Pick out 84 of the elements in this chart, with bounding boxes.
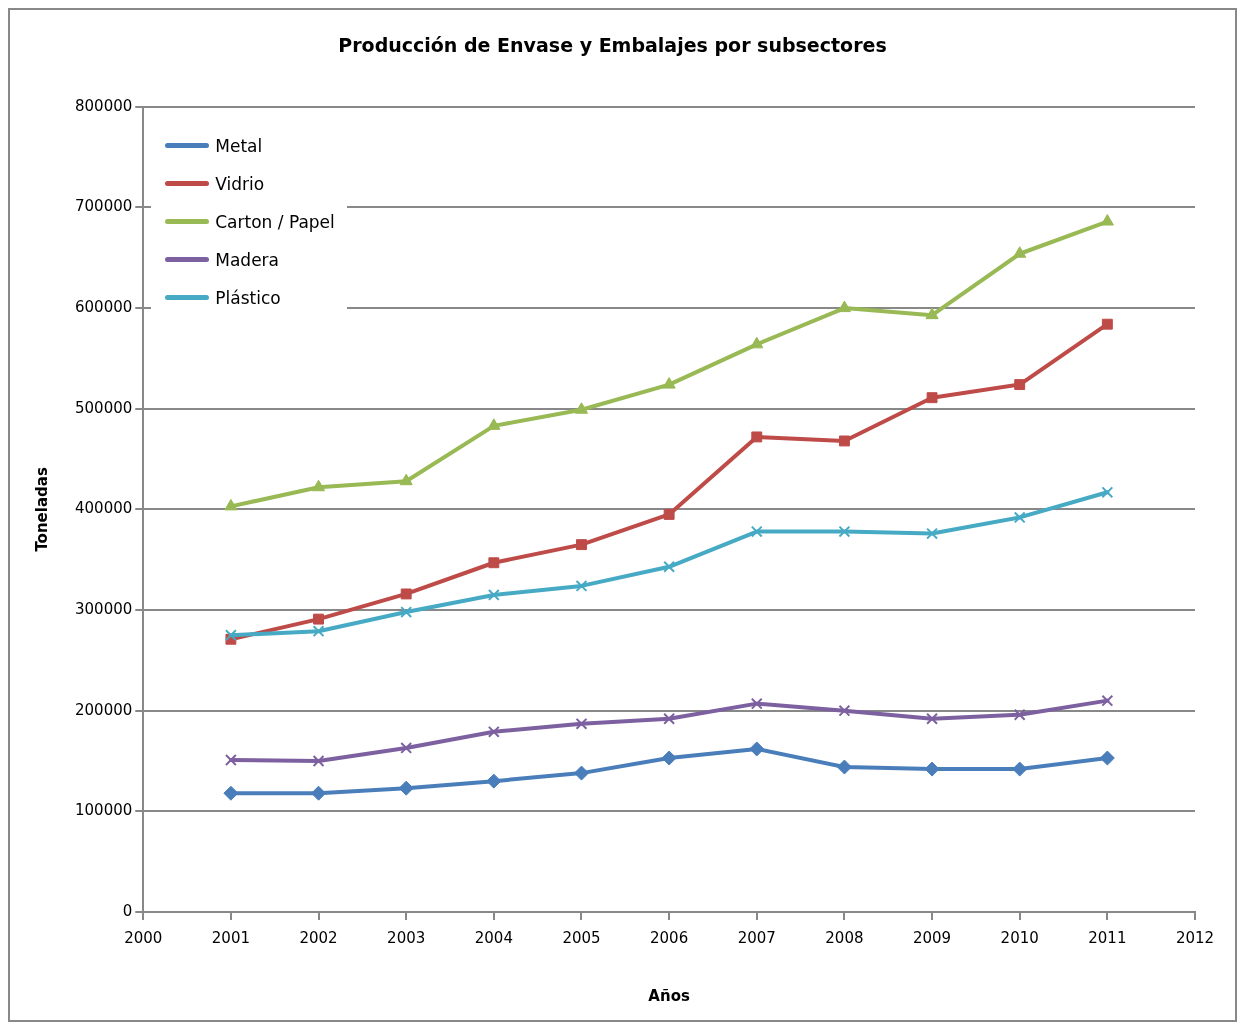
point: [663, 508, 675, 520]
point: [312, 755, 325, 767]
point: [576, 539, 587, 551]
y-axis-title: Toneladas: [32, 467, 51, 552]
point: [311, 785, 327, 801]
point: [1101, 694, 1114, 707]
point: [750, 336, 764, 349]
y-tick-label: 400000: [75, 499, 133, 518]
point: [926, 527, 939, 540]
point: [1100, 214, 1114, 226]
x-tick-label: 2005: [562, 928, 601, 947]
point: [751, 431, 763, 443]
point: [924, 761, 940, 777]
x-tick-label: 2002: [299, 928, 338, 947]
point: [399, 473, 413, 486]
point: [926, 712, 939, 725]
point: [836, 759, 852, 775]
point: [926, 392, 938, 404]
point: [223, 785, 239, 801]
point: [1101, 318, 1113, 330]
point: [311, 479, 326, 492]
point: [224, 498, 238, 511]
point: [573, 765, 589, 781]
point: [574, 402, 589, 414]
legend-label: Vidrio: [215, 173, 265, 194]
y-tick-label: 600000: [75, 297, 133, 316]
chart-title: Producción de Envase y Embalajes por subsectores: [338, 34, 887, 57]
y-tick-label: 100000: [75, 801, 133, 820]
legend-label: Carton / Papel: [215, 211, 335, 232]
x-tick-label: 2009: [912, 928, 952, 947]
point: [224, 629, 237, 642]
y-tick-label: 500000: [75, 398, 133, 417]
point: [1013, 246, 1027, 258]
x-tick-label: 2008: [825, 928, 864, 947]
x-tick-label: 2001: [211, 928, 250, 947]
point: [400, 588, 412, 600]
point: [312, 625, 325, 638]
point: [488, 557, 500, 569]
point: [575, 579, 588, 592]
point: [1013, 708, 1026, 721]
point: [663, 712, 676, 725]
point: [750, 697, 763, 710]
point: [487, 418, 501, 430]
x-tick-label: 2006: [650, 928, 689, 947]
x-tick-label: 2007: [737, 928, 776, 947]
point: [1014, 379, 1026, 391]
point: [224, 754, 237, 766]
x-tick-label: 2003: [387, 928, 426, 947]
legend-label: Metal: [215, 135, 263, 156]
point: [1099, 750, 1115, 766]
y-tick-label: 200000: [75, 700, 133, 719]
point: [1101, 486, 1114, 499]
point: [663, 560, 676, 573]
x-tick-label: 2000: [124, 928, 163, 947]
point: [925, 307, 939, 320]
y-tick-label: 0: [122, 901, 133, 920]
point: [313, 613, 324, 625]
x-tick-label: 2011: [1088, 928, 1127, 947]
y-tick-label: 700000: [75, 197, 133, 216]
point: [487, 589, 500, 601]
x-tick-label: 2012: [1175, 928, 1215, 947]
point: [837, 300, 851, 313]
point: [750, 525, 763, 538]
point: [661, 750, 677, 766]
point: [1013, 511, 1026, 524]
point: [838, 435, 850, 447]
point: [487, 725, 500, 738]
y-tick-label: 300000: [75, 599, 133, 618]
x-axis-title: Años: [648, 986, 690, 1005]
point: [662, 377, 676, 389]
point: [1012, 761, 1028, 777]
point: [398, 780, 414, 796]
legend-label: Madera: [215, 249, 279, 270]
point: [838, 525, 851, 538]
x-tick-label: 2004: [474, 928, 513, 947]
y-tick-label: 800000: [75, 96, 133, 115]
point: [749, 741, 765, 757]
point: [575, 717, 588, 730]
point: [486, 773, 502, 789]
point: [400, 606, 413, 619]
x-tick-label: 2010: [1000, 928, 1039, 947]
point: [838, 704, 851, 717]
point: [400, 741, 413, 754]
legend-label: Plástico: [215, 287, 281, 308]
